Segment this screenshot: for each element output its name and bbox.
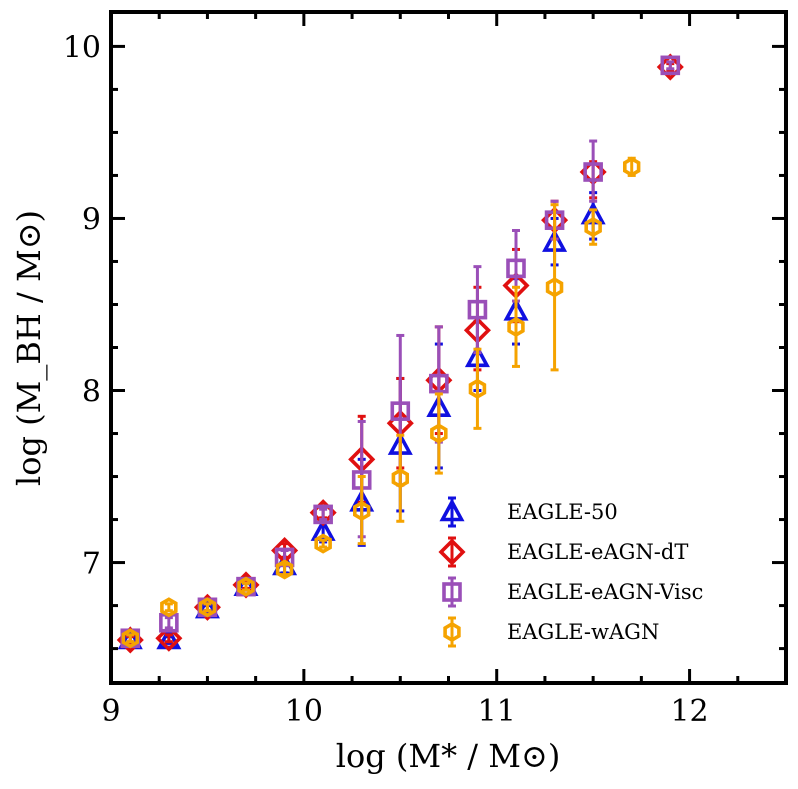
y-tick-label: 7 [82,547,101,582]
hexagon-marker [314,533,332,554]
hexagon-marker [430,423,448,444]
square-marker [429,373,449,394]
legend-label: EAGLE-50 [507,500,618,524]
x-tick-label: 10 [285,694,323,729]
diamond-marker [155,624,183,652]
legend-entry: EAGLE-wAGN [443,616,659,648]
hexagon-marker [391,468,410,489]
hexagon-marker [237,576,255,597]
triangle-marker [439,498,465,522]
diamond-marker [438,538,466,566]
square-marker [506,258,526,279]
legend-label: EAGLE-wAGN [507,620,659,644]
hexagon-marker [275,559,294,580]
x-axis-label: log (M* / M⊙) [336,737,561,775]
x-tick-label: 11 [478,694,516,729]
x-tick-label: 9 [101,694,120,729]
x-tick-labels: 9 10 11 12 [101,694,708,729]
legend-label: EAGLE-eAGN-dT [507,540,688,564]
square-marker [390,401,411,421]
square-marker [442,582,462,602]
square-marker [583,162,603,182]
hexagon-marker [121,628,139,649]
legend-entry: EAGLE-eAGN-dT [438,536,688,568]
hexagon-marker [160,597,178,618]
hexagon-marker [584,217,602,238]
hexagon-marker [545,277,564,298]
hexagon-marker [622,156,641,177]
square-marker [660,55,681,76]
y-tick-label: 8 [82,375,101,410]
hexagon-marker [507,316,525,337]
ticks-layer [109,12,788,683]
legend: EAGLE-50 EAGLE-eAGN-dT EAGLE-eAGN-Visc EAGL… [438,496,703,648]
data-marks [116,53,684,654]
legend-entry: EAGLE-eAGN-Visc [442,576,703,608]
x-tick-label: 12 [670,694,708,729]
square-marker [313,504,333,525]
hexagon-marker [443,621,461,643]
y-tick-label: 9 [82,202,101,237]
legend-entry: EAGLE-50 [439,496,618,528]
y-axis-label: log (M_BH / M⊙) [10,210,48,486]
y-tick-label: 10 [63,30,101,65]
square-marker [467,299,488,320]
legend-label: EAGLE-eAGN-Visc [507,580,703,604]
y-tick-labels: 7 8 9 10 [63,30,101,581]
series-eagle-wagn [121,156,641,649]
hexagon-marker [468,378,487,399]
hexagon-marker [352,500,371,521]
hexagon-marker [198,597,217,618]
